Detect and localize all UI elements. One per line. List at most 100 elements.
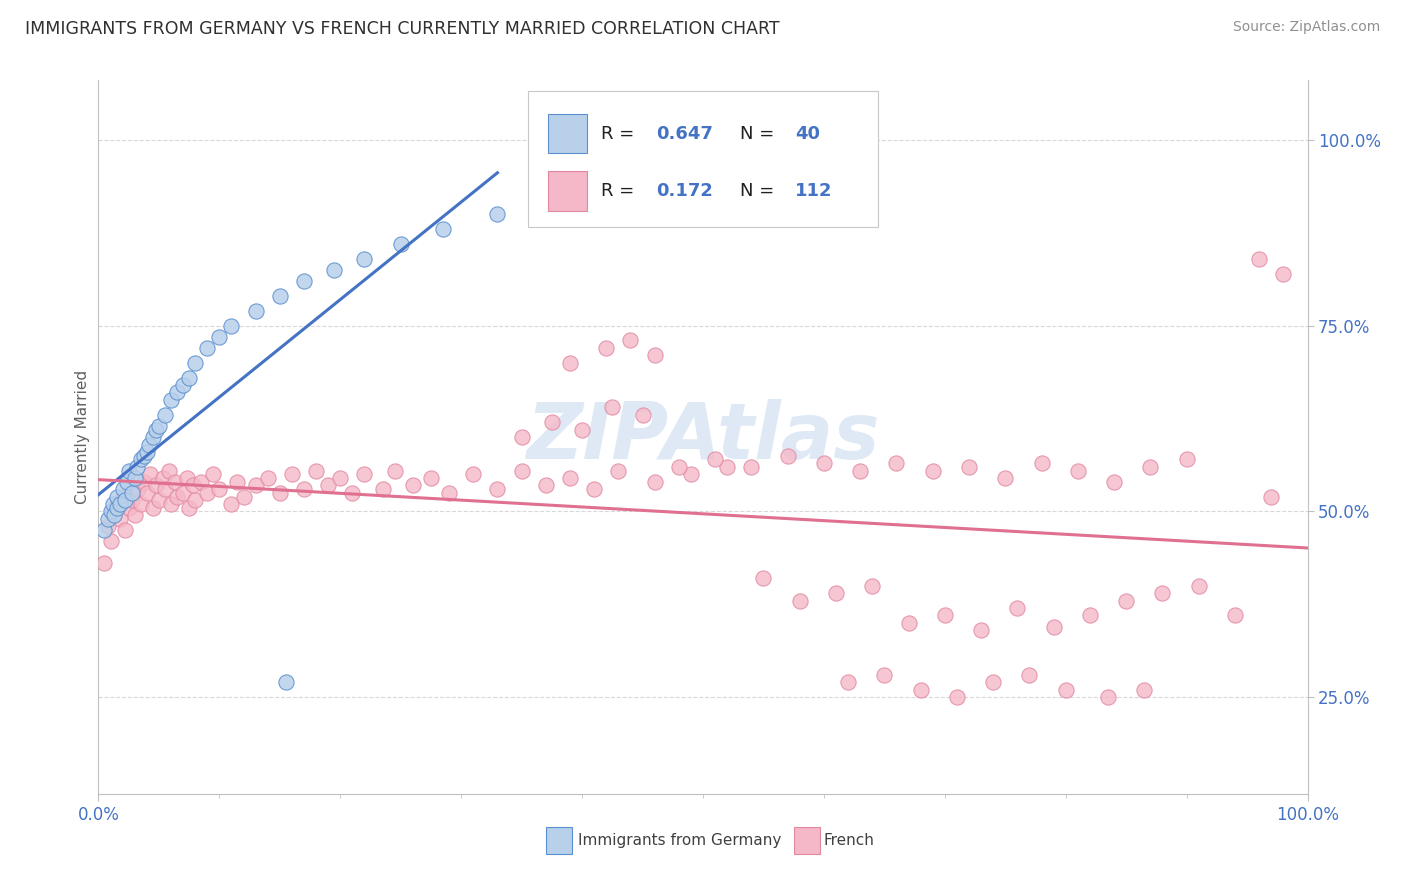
Point bbox=[946, 690, 969, 705]
Point bbox=[619, 334, 641, 348]
Point bbox=[134, 449, 156, 463]
Text: 0.647: 0.647 bbox=[655, 125, 713, 143]
Point bbox=[305, 464, 328, 478]
Point bbox=[1188, 579, 1211, 593]
Point bbox=[353, 467, 375, 482]
Point bbox=[145, 423, 167, 437]
Point bbox=[716, 459, 738, 474]
Point bbox=[957, 459, 980, 474]
Point bbox=[97, 519, 120, 533]
Point bbox=[101, 504, 124, 518]
Point bbox=[813, 456, 835, 470]
Point bbox=[129, 497, 152, 511]
Point bbox=[1042, 620, 1064, 634]
Point bbox=[148, 419, 170, 434]
Point bbox=[93, 557, 115, 571]
Point bbox=[631, 408, 654, 422]
Point bbox=[342, 485, 364, 500]
Point bbox=[105, 490, 128, 504]
Point bbox=[172, 485, 194, 500]
Point bbox=[668, 459, 690, 474]
Point bbox=[1152, 586, 1174, 600]
Point bbox=[232, 490, 254, 504]
Point bbox=[825, 586, 848, 600]
Point bbox=[100, 534, 122, 549]
Point bbox=[274, 675, 297, 690]
Point bbox=[740, 459, 762, 474]
Point bbox=[101, 497, 124, 511]
Point bbox=[1031, 456, 1053, 470]
Point bbox=[221, 318, 243, 333]
Point bbox=[134, 475, 156, 489]
Point bbox=[323, 263, 346, 277]
Point bbox=[644, 475, 666, 489]
Point bbox=[245, 303, 267, 318]
Point bbox=[157, 464, 180, 478]
Point bbox=[849, 464, 872, 478]
Point bbox=[108, 512, 131, 526]
Point bbox=[108, 497, 131, 511]
Point bbox=[202, 467, 225, 482]
Point bbox=[1067, 464, 1090, 478]
Point bbox=[1133, 682, 1156, 697]
Point bbox=[139, 467, 162, 482]
Point bbox=[1007, 601, 1029, 615]
Point bbox=[704, 452, 727, 467]
Point bbox=[558, 471, 581, 485]
Point bbox=[114, 493, 136, 508]
Point bbox=[921, 464, 943, 478]
Point bbox=[93, 523, 115, 537]
Point bbox=[934, 608, 956, 623]
Text: Immigrants from Germany: Immigrants from Germany bbox=[578, 833, 782, 847]
Point bbox=[179, 500, 201, 515]
Point bbox=[118, 500, 141, 515]
Point bbox=[166, 490, 188, 504]
Bar bbox=[546, 827, 572, 854]
Point bbox=[153, 482, 176, 496]
Point bbox=[135, 445, 157, 459]
Bar bbox=[793, 827, 820, 854]
Point bbox=[1139, 459, 1161, 474]
Point bbox=[1102, 475, 1125, 489]
Point bbox=[644, 348, 666, 362]
Point bbox=[124, 508, 146, 523]
Point bbox=[602, 401, 624, 415]
Point bbox=[595, 341, 617, 355]
Text: 112: 112 bbox=[794, 182, 832, 200]
Point bbox=[184, 493, 207, 508]
Point bbox=[118, 464, 141, 478]
Point bbox=[1115, 593, 1137, 607]
Point bbox=[152, 471, 174, 485]
Point bbox=[371, 482, 394, 496]
Text: French: French bbox=[824, 833, 875, 847]
Point bbox=[1260, 490, 1282, 504]
Point bbox=[145, 478, 167, 492]
Point bbox=[292, 274, 315, 288]
Text: 40: 40 bbox=[794, 125, 820, 143]
Point bbox=[510, 430, 533, 444]
Point bbox=[329, 471, 352, 485]
Point bbox=[1223, 608, 1246, 623]
Point bbox=[583, 482, 606, 496]
Point bbox=[111, 482, 134, 496]
Point bbox=[571, 423, 593, 437]
Point bbox=[1018, 668, 1040, 682]
Point bbox=[105, 500, 128, 515]
Point bbox=[389, 236, 412, 251]
Point bbox=[111, 490, 134, 504]
Point bbox=[114, 523, 136, 537]
Point bbox=[607, 464, 630, 478]
Point bbox=[679, 467, 702, 482]
Point bbox=[269, 289, 291, 303]
Point bbox=[148, 493, 170, 508]
Point bbox=[1078, 608, 1101, 623]
Text: IMMIGRANTS FROM GERMANY VS FRENCH CURRENTLY MARRIED CORRELATION CHART: IMMIGRANTS FROM GERMANY VS FRENCH CURREN… bbox=[25, 20, 780, 37]
FancyBboxPatch shape bbox=[527, 91, 879, 227]
Point bbox=[135, 485, 157, 500]
Point bbox=[100, 504, 122, 518]
Point bbox=[558, 356, 581, 370]
Point bbox=[1175, 452, 1198, 467]
Point bbox=[184, 356, 207, 370]
Text: N =: N = bbox=[741, 125, 780, 143]
Point bbox=[873, 668, 896, 682]
